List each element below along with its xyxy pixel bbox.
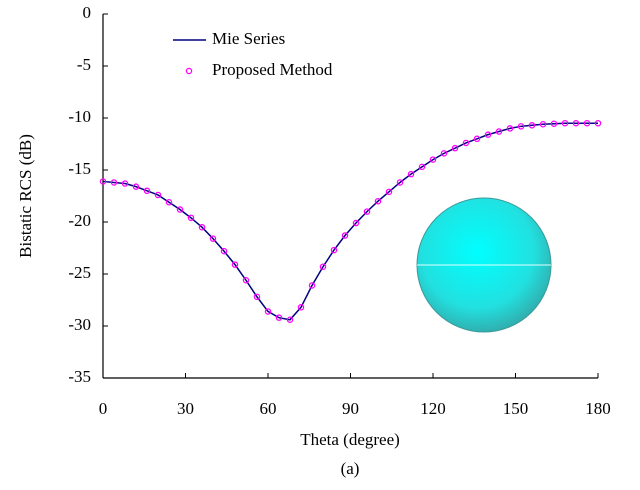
marker: [484, 131, 492, 138]
marker: [330, 246, 338, 254]
marker: [561, 119, 569, 127]
marker: [440, 150, 448, 157]
marker: [275, 314, 283, 321]
y-axis-label: Bistatic RCS (dB): [16, 134, 35, 258]
marker: [99, 178, 107, 185]
x-tick-label: 60: [260, 399, 277, 418]
marker: [517, 123, 525, 130]
marker: [407, 170, 415, 178]
marker: [220, 247, 228, 255]
x-tick-label: 30: [177, 399, 194, 418]
x-tick-label: 120: [420, 399, 446, 418]
marker: [451, 144, 459, 152]
x-tick-label: 0: [99, 399, 108, 418]
marker: [473, 135, 481, 143]
x-tick-label: 90: [342, 399, 359, 418]
marker: [462, 139, 470, 147]
marker: [264, 308, 272, 315]
legend-label: Mie Series: [212, 29, 285, 48]
marker: [528, 122, 536, 129]
marker: [594, 119, 602, 127]
marker: [308, 282, 316, 289]
marker: [242, 276, 250, 284]
caption: (a): [341, 459, 360, 478]
marker: [132, 183, 140, 190]
marker: [550, 120, 558, 127]
marker: [319, 263, 327, 270]
marker: [572, 119, 580, 127]
marker: [385, 188, 393, 196]
marker: [396, 179, 404, 186]
marker: [341, 232, 349, 239]
marker: [187, 214, 195, 222]
marker: [176, 206, 184, 213]
y-tick-label: -30: [68, 315, 91, 334]
sphere-inset: [416, 197, 552, 333]
series-line: [102, 122, 598, 321]
marker: [154, 191, 162, 199]
x-tick-label: 180: [585, 399, 611, 418]
legend-marker: [185, 67, 193, 75]
marker: [121, 180, 129, 187]
marker: [165, 198, 173, 206]
y-tick-label: -15: [68, 159, 91, 178]
y-tick-label: 0: [83, 3, 92, 22]
marker: [539, 120, 547, 128]
marker: [286, 316, 294, 324]
marker: [143, 187, 151, 195]
marker: [198, 223, 206, 231]
y-tick-label: -10: [68, 107, 91, 126]
marker: [297, 304, 305, 311]
y-tick-label: -35: [68, 367, 91, 386]
marker: [583, 119, 591, 127]
marker: [418, 163, 426, 171]
x-tick-label: 150: [503, 399, 529, 418]
marker: [495, 128, 503, 135]
marker: [253, 293, 261, 301]
x-axis-label: Theta (degree): [300, 430, 400, 449]
marker: [506, 125, 514, 132]
marker: [363, 208, 371, 215]
marker: [110, 179, 118, 186]
marker: [429, 156, 437, 163]
marker: [209, 235, 217, 242]
y-tick-label: -25: [68, 263, 91, 282]
y-tick-label: -5: [77, 55, 91, 74]
legend-label: Proposed Method: [212, 60, 333, 79]
marker: [231, 261, 239, 268]
y-tick-label: -20: [68, 211, 91, 230]
marker: [352, 219, 360, 227]
marker: [374, 197, 382, 205]
